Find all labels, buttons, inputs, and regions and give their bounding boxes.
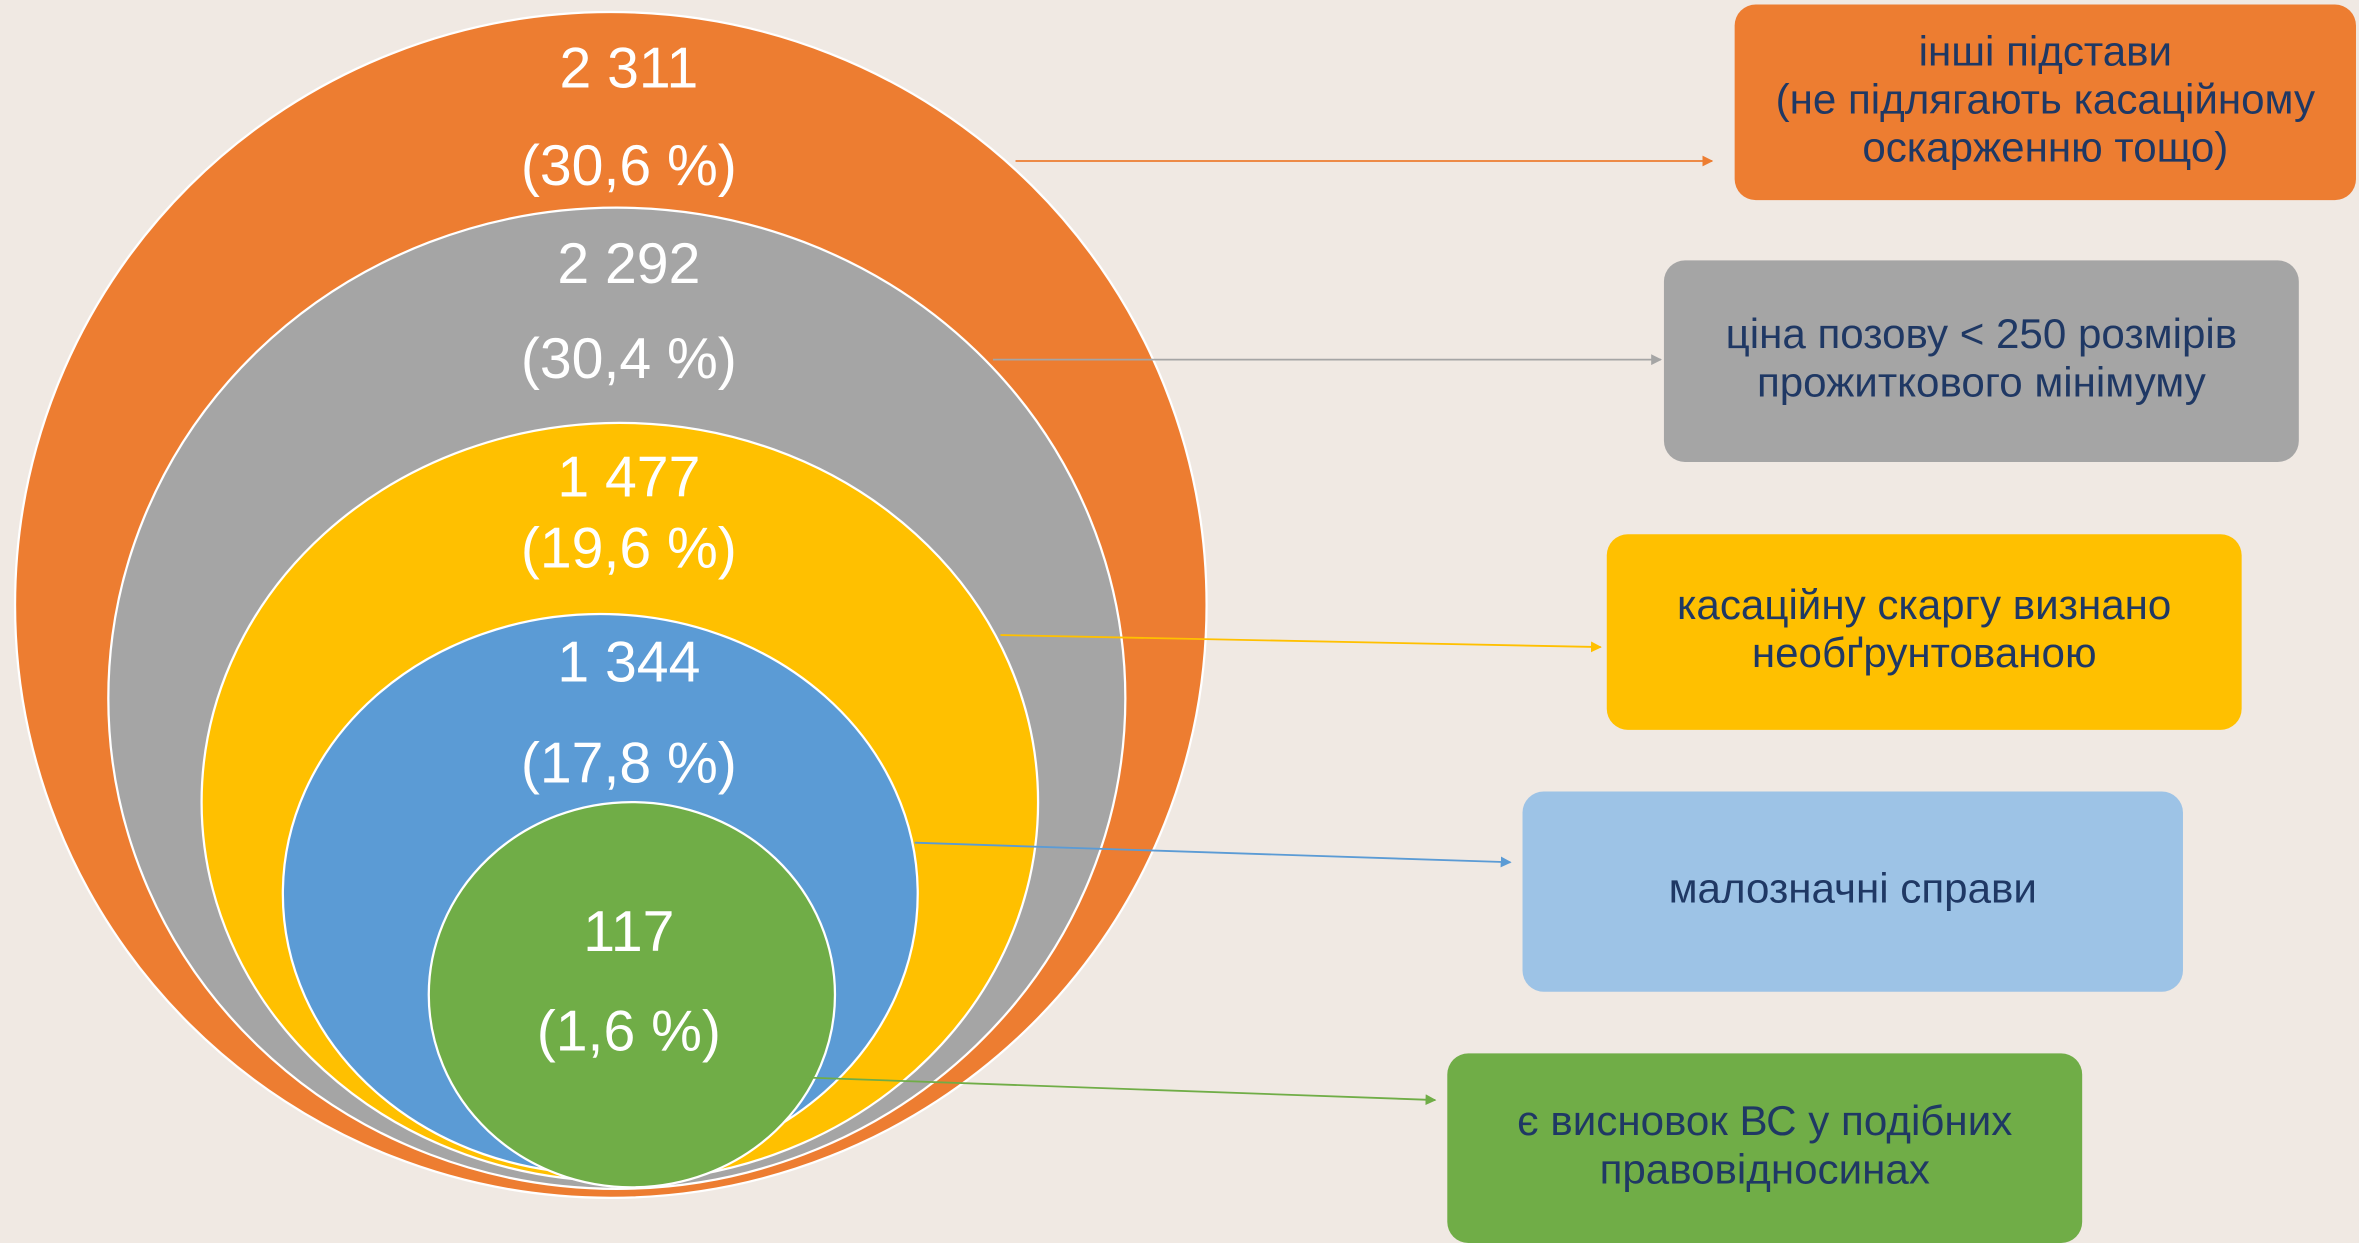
label-line: інші підстави (1919, 27, 2172, 74)
share: (19,6 %) (521, 516, 737, 580)
count: 117 (583, 900, 674, 964)
count: 2 292 (557, 232, 700, 296)
diagram: 2 311 (30,6 %) інші підстави(не підлягають… (0, 0, 2359, 1243)
share: (17,8 %) (521, 732, 737, 796)
circle (429, 802, 835, 1187)
count: 1 477 (557, 446, 700, 510)
share: (30,4 %) (521, 327, 737, 391)
label-line: (не підлягають касаційному (1776, 75, 2315, 122)
label-line: правовідносинах (1600, 1145, 1930, 1192)
label-line: малозначні справи (1669, 865, 2037, 912)
page: {"nodes": [ {"count": "2 311", "share": … (0, 0, 2359, 1243)
share: (30,6 %) (521, 134, 737, 198)
count: 2 311 (559, 36, 698, 100)
label-line: є висновок ВС у подібних (1517, 1097, 2012, 1144)
label-line: прожиткового мінімуму (1757, 358, 2206, 405)
label-line: ціна позову < 250 розмірів (1726, 310, 2238, 357)
label-line: необґрунтованою (1752, 629, 2097, 676)
count: 1 344 (557, 631, 700, 695)
label-line: касаційну скаргу визнано (1677, 581, 2171, 628)
label-line: оскарженню тощо) (1862, 124, 2228, 171)
share: (1,6 %) (537, 999, 721, 1063)
